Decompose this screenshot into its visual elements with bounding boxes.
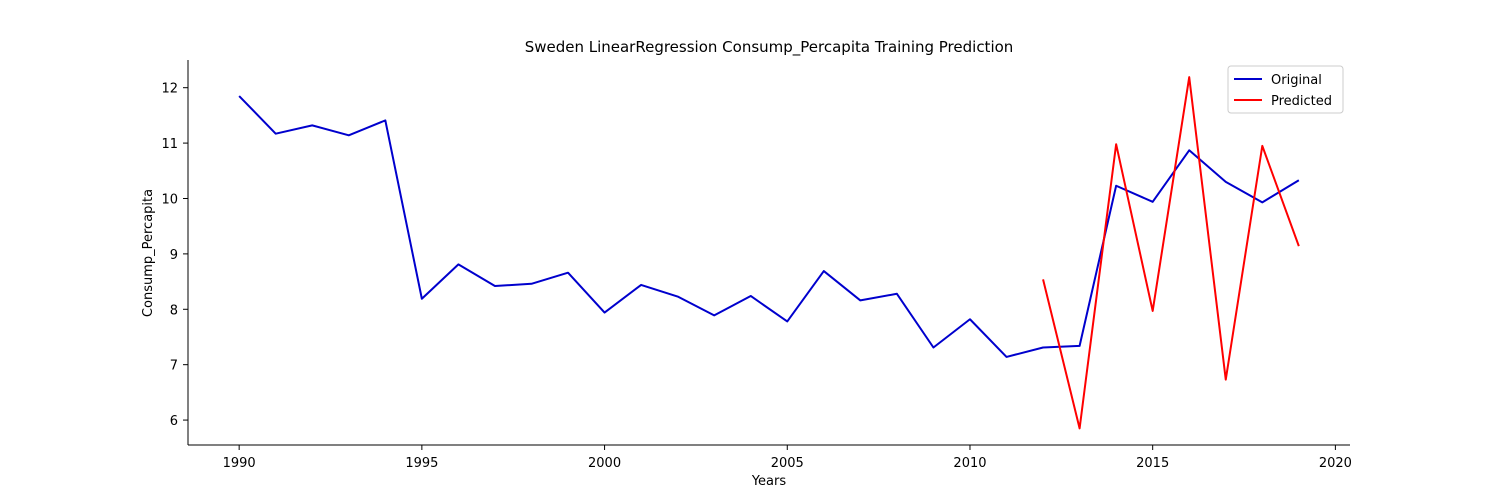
legend-label-original: Original	[1271, 73, 1322, 88]
x-tick-label: 1995	[405, 456, 438, 471]
series-line-predicted	[1042, 76, 1300, 430]
legend-label-predicted: Predicted	[1271, 94, 1332, 109]
x-tick-label: 2015	[1136, 456, 1169, 471]
legend-entries: Original Predicted	[1234, 73, 1332, 109]
legend-box	[1227, 65, 1344, 114]
y-tick-label: 8	[170, 303, 178, 318]
chart-title: Sweden LinearRegression Consump_Percapit…	[525, 38, 1014, 57]
x-tick-label: 1990	[223, 456, 256, 471]
x-tick-label: 2000	[588, 456, 621, 471]
x-axis-title: Years	[751, 474, 787, 489]
x-tick-label: 2020	[1319, 456, 1352, 471]
series-line-original	[238, 95, 1300, 358]
y-tick-label: 10	[161, 192, 178, 207]
y-axis-ticks: 6 7 8 9 10 11 12	[161, 82, 188, 429]
x-tick-label: 2010	[953, 456, 986, 471]
series-layer	[238, 76, 1300, 430]
x-axis-ticks: 1990 1995 2000 2005 2010 2015 2020	[223, 445, 1352, 471]
x-tick-label: 2005	[771, 456, 804, 471]
y-tick-label: 11	[161, 137, 178, 152]
y-tick-label: 12	[161, 82, 178, 97]
y-tick-label: 9	[170, 248, 178, 263]
y-axis-title: Consump_Percapita	[141, 189, 156, 317]
y-tick-label: 7	[170, 359, 178, 374]
legend: Original Predicted	[1227, 65, 1344, 114]
y-tick-label: 6	[170, 414, 178, 429]
